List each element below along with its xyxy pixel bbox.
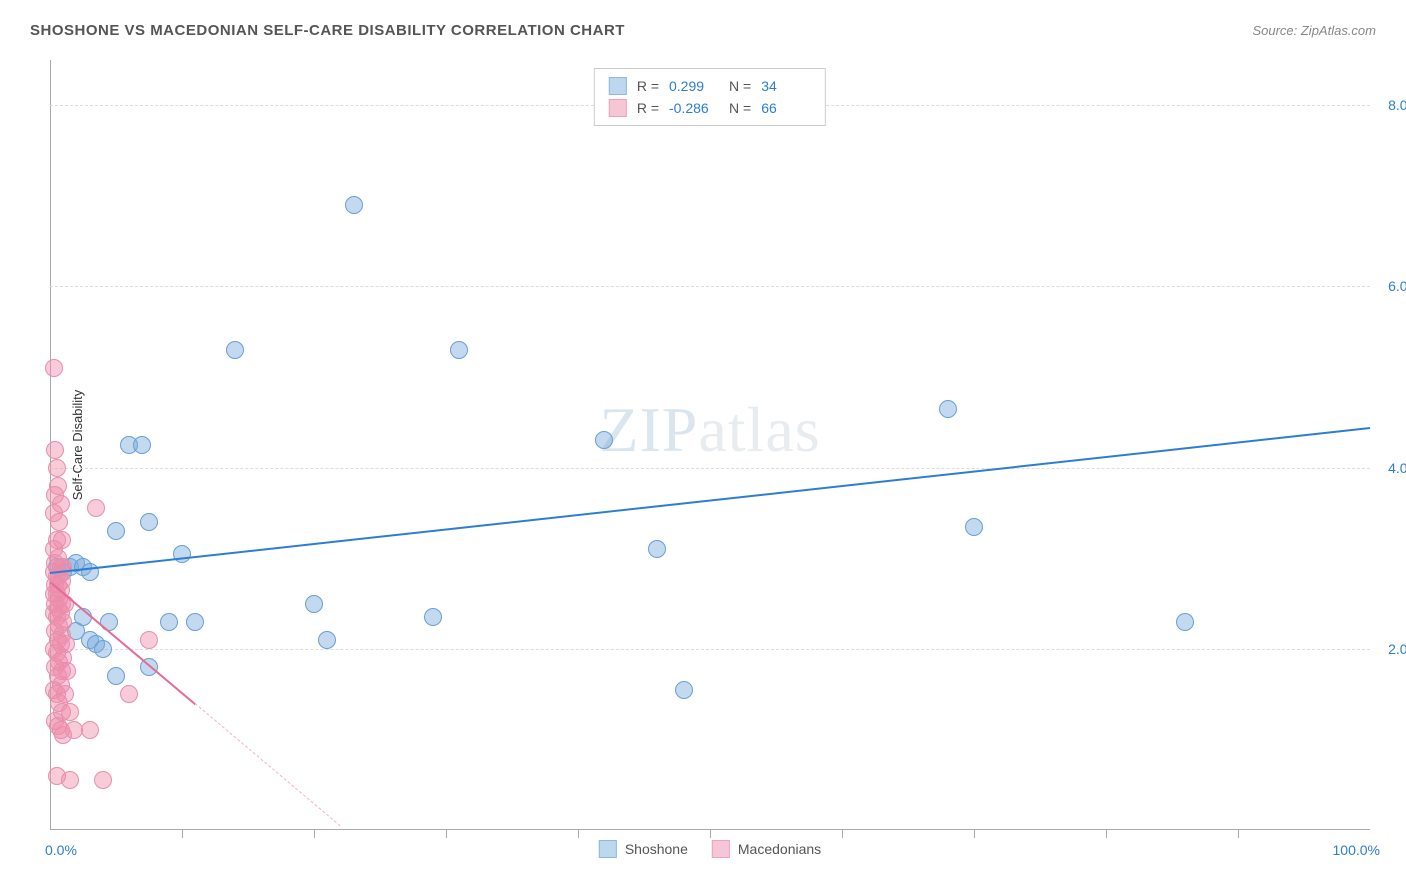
data-point <box>81 563 99 581</box>
data-point <box>133 436 151 454</box>
data-point <box>318 631 336 649</box>
chart-header: SHOSHONE VS MACEDONIAN SELF-CARE DISABIL… <box>30 22 1376 39</box>
y-tick-label: 2.0% <box>1388 641 1406 657</box>
data-point <box>46 441 64 459</box>
data-point <box>305 595 323 613</box>
stats-row: R = -0.286 N = 66 <box>609 97 811 119</box>
data-point <box>648 540 666 558</box>
data-point <box>81 721 99 739</box>
data-point <box>450 341 468 359</box>
data-point <box>160 613 178 631</box>
x-tick <box>974 830 975 838</box>
gridline <box>50 649 1370 650</box>
trend-line <box>50 427 1370 574</box>
plot-region: ZIPatlas 2.0%4.0%6.0%8.0% <box>50 60 1370 830</box>
r-value: 0.299 <box>669 78 719 94</box>
x-tick <box>182 830 183 838</box>
x-tick <box>1106 830 1107 838</box>
legend-label: Macedonians <box>738 841 821 857</box>
data-point <box>965 518 983 536</box>
n-label: N = <box>729 78 751 94</box>
data-point <box>226 341 244 359</box>
data-point <box>120 685 138 703</box>
chart-title: SHOSHONE VS MACEDONIAN SELF-CARE DISABIL… <box>30 22 625 39</box>
x-tick <box>842 830 843 838</box>
r-value: -0.286 <box>669 100 719 116</box>
y-tick-label: 6.0% <box>1388 278 1406 294</box>
stats-row: R = 0.299 N = 34 <box>609 75 811 97</box>
n-value: 66 <box>761 100 811 116</box>
data-point <box>94 640 112 658</box>
gridline <box>50 286 1370 287</box>
data-point <box>186 613 204 631</box>
data-point <box>345 196 363 214</box>
legend-item-macedonians: Macedonians <box>712 840 821 858</box>
x-tick <box>710 830 711 838</box>
data-point <box>45 359 63 377</box>
data-point <box>87 499 105 517</box>
data-point <box>107 667 125 685</box>
legend-swatch-macedonians <box>712 840 730 858</box>
bottom-legend: Shoshone Macedonians <box>599 840 821 858</box>
stats-legend-box: R = 0.299 N = 34 R = -0.286 N = 66 <box>594 68 826 126</box>
x-tick <box>314 830 315 838</box>
r-label: R = <box>637 78 659 94</box>
n-value: 34 <box>761 78 811 94</box>
x-tick <box>446 830 447 838</box>
x-tick <box>1238 830 1239 838</box>
x-tick-label-min: 0.0% <box>45 842 77 858</box>
gridline <box>50 468 1370 469</box>
legend-label: Shoshone <box>625 841 688 857</box>
data-point <box>107 522 125 540</box>
data-point <box>675 681 693 699</box>
data-point <box>939 400 957 418</box>
data-point <box>140 513 158 531</box>
data-point <box>1176 613 1194 631</box>
x-tick <box>578 830 579 838</box>
y-tick-label: 4.0% <box>1388 460 1406 476</box>
series-swatch-macedonians <box>609 99 627 117</box>
chart-source: Source: ZipAtlas.com <box>1252 23 1376 38</box>
watermark: ZIPatlas <box>599 393 820 467</box>
data-point <box>61 771 79 789</box>
legend-swatch-shoshone <box>599 840 617 858</box>
data-point <box>424 608 442 626</box>
data-point <box>50 513 68 531</box>
data-point <box>94 771 112 789</box>
data-point <box>140 631 158 649</box>
r-label: R = <box>637 100 659 116</box>
series-swatch-shoshone <box>609 77 627 95</box>
trend-line <box>195 703 341 826</box>
data-point <box>595 431 613 449</box>
chart-area: Self-Care Disability ZIPatlas 2.0%4.0%6.… <box>50 60 1370 830</box>
x-tick-label-max: 100.0% <box>1333 842 1380 858</box>
n-label: N = <box>729 100 751 116</box>
y-tick-label: 8.0% <box>1388 97 1406 113</box>
legend-item-shoshone: Shoshone <box>599 840 688 858</box>
data-point <box>48 459 66 477</box>
